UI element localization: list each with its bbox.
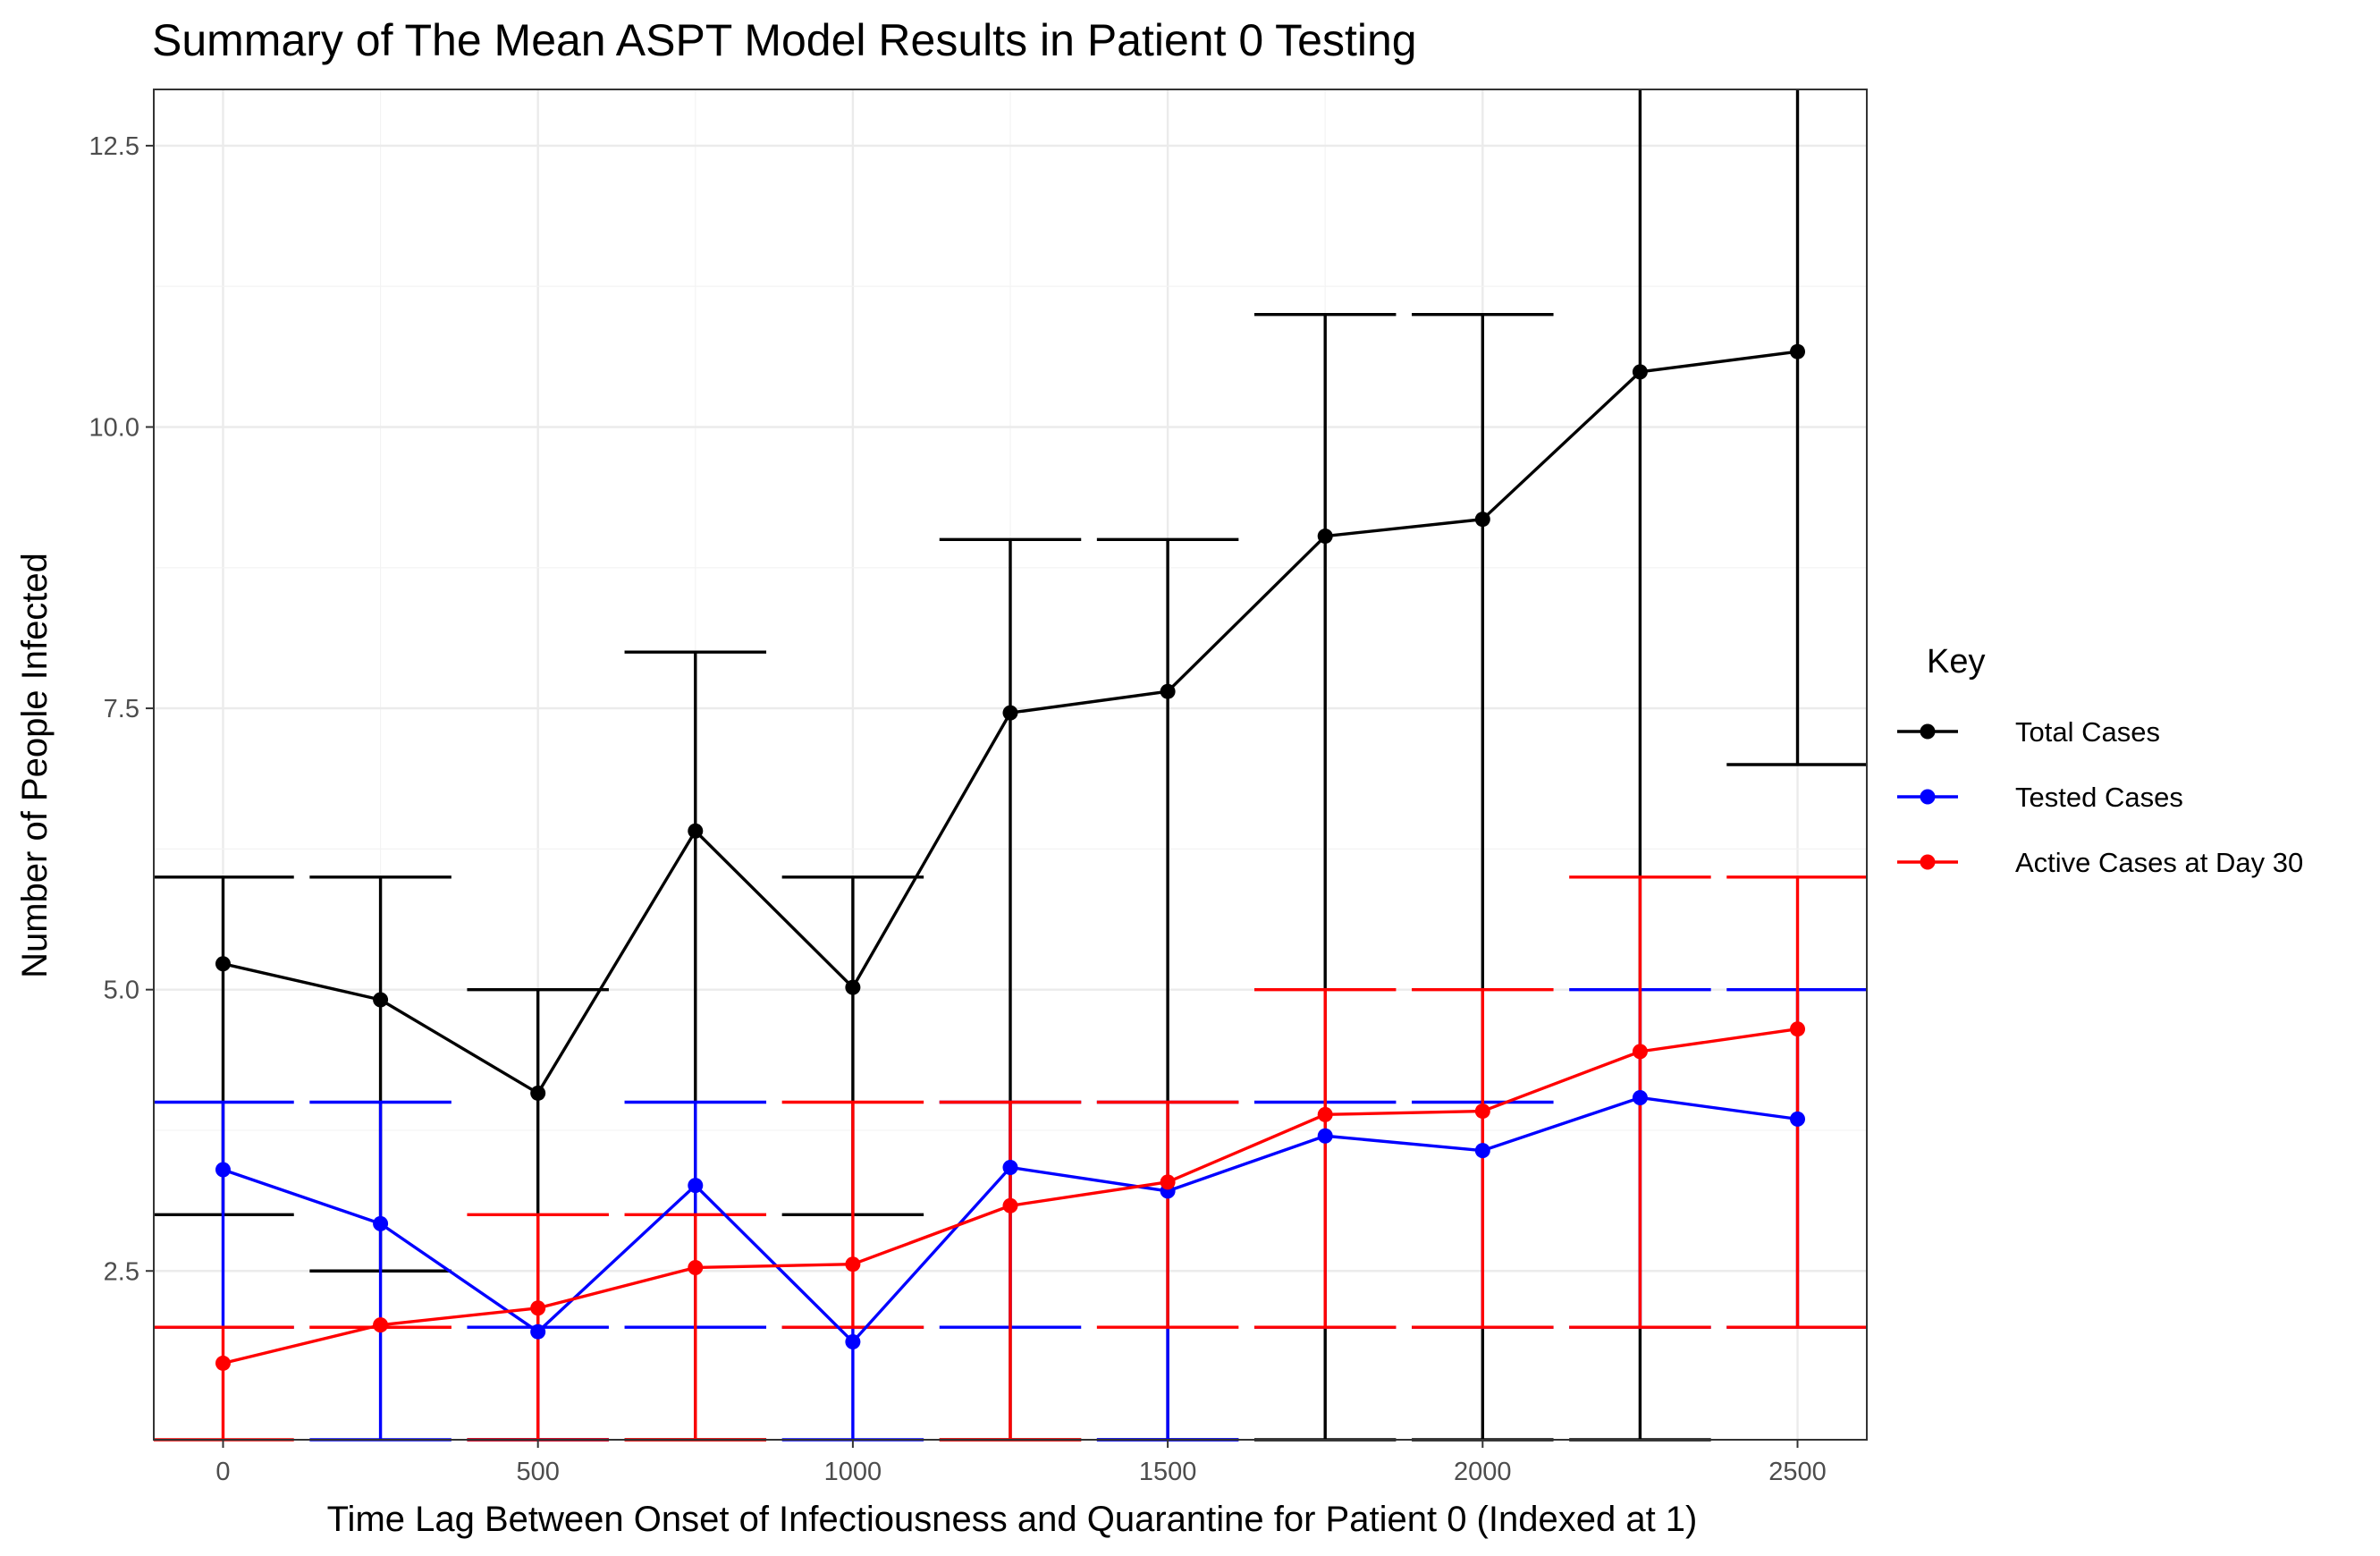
- x-tick-label: 1000: [824, 1458, 882, 1486]
- data-point-2-3: [688, 1259, 704, 1275]
- data-point-1-2: [530, 1323, 546, 1340]
- x-axis-title: Time Lag Between Onset of Infectiousness…: [327, 1500, 1698, 1539]
- data-point-0-7: [1317, 529, 1333, 545]
- data-point-0-4: [845, 979, 861, 995]
- data-point-1-5: [1002, 1159, 1018, 1175]
- data-point-2-7: [1317, 1106, 1333, 1122]
- data-point-2-4: [845, 1256, 861, 1273]
- x-tick-label: 2500: [1768, 1458, 1827, 1486]
- data-point-2-6: [1160, 1174, 1176, 1190]
- data-point-0-10: [1790, 343, 1806, 359]
- legend-label-1: Tested Cases: [2015, 782, 2183, 813]
- data-point-0-8: [1474, 512, 1490, 528]
- data-point-2-2: [530, 1300, 546, 1316]
- data-point-1-10: [1790, 1111, 1806, 1127]
- data-point-2-5: [1002, 1197, 1018, 1214]
- legend-key-point-0: [1920, 723, 1936, 740]
- data-point-0-5: [1002, 705, 1018, 721]
- data-point-1-1: [373, 1215, 389, 1231]
- legend-items: Total Cases Tested Cases Active Cases at D…: [1897, 716, 2303, 878]
- data-point-1-0: [215, 1162, 231, 1178]
- data-point-0-0: [215, 956, 231, 972]
- y-tick-label: 2.5: [104, 1257, 139, 1286]
- x-tick-label: 2000: [1454, 1458, 1512, 1486]
- data-point-0-1: [373, 992, 389, 1008]
- x-tick-label: 500: [516, 1458, 559, 1486]
- data-point-0-2: [530, 1085, 546, 1101]
- data-point-2-10: [1790, 1021, 1806, 1037]
- x-axis-ticks: 0 500 1000 1500 2000 2500: [215, 1440, 1827, 1486]
- y-axis-title: Number of People Infected: [15, 553, 55, 978]
- legend-label-2: Active Cases at Day 30: [2015, 847, 2303, 878]
- legend-label-0: Total Cases: [2015, 716, 2160, 748]
- data-point-1-9: [1632, 1089, 1648, 1105]
- y-axis-ticks: 2.5 5.0 7.5 10.0 12.5: [89, 132, 154, 1286]
- data-points: [215, 343, 1806, 1371]
- legend-key-point-1: [1920, 789, 1936, 805]
- data-point-1-7: [1317, 1128, 1333, 1144]
- x-tick-label: 1500: [1139, 1458, 1197, 1486]
- data-point-2-9: [1632, 1044, 1648, 1060]
- plot-panel-border: [153, 89, 1868, 1441]
- y-tick-label: 7.5: [104, 695, 139, 723]
- data-point-0-6: [1160, 683, 1176, 699]
- data-point-1-4: [845, 1334, 861, 1350]
- legend-key-point-2: [1920, 854, 1936, 870]
- y-tick-label: 5.0: [104, 977, 139, 1005]
- data-point-2-8: [1474, 1104, 1490, 1120]
- legend-title: Key: [1927, 643, 1985, 681]
- x-tick-label: 0: [215, 1458, 230, 1486]
- data-point-0-9: [1632, 364, 1648, 380]
- data-point-0-3: [688, 823, 704, 839]
- y-tick-label: 10.0: [89, 414, 139, 443]
- data-point-2-0: [215, 1355, 231, 1371]
- y-tick-label: 12.5: [89, 132, 139, 161]
- chart-title: Summary of The Mean ASPT Model Results i…: [152, 15, 1417, 65]
- data-point-1-3: [688, 1178, 704, 1194]
- legend: Key Total Cases Tested Cases Active Cases …: [1897, 643, 2303, 878]
- data-point-2-1: [373, 1317, 389, 1333]
- data-point-1-8: [1474, 1143, 1490, 1159]
